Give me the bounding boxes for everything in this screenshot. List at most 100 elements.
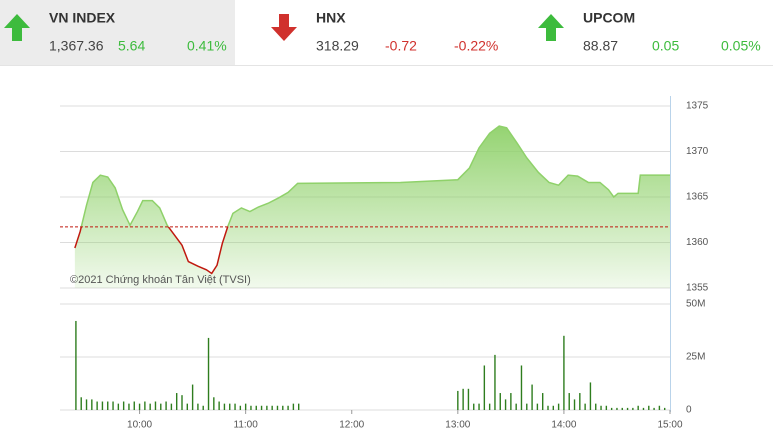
volume-bar xyxy=(91,399,93,410)
index-change: 5.64 xyxy=(118,38,145,54)
volume-bar xyxy=(510,393,512,410)
volume-bar xyxy=(626,407,629,410)
volume-bar xyxy=(483,365,486,410)
volume-bar xyxy=(144,401,146,410)
volume-bar xyxy=(85,399,88,410)
volume-bar xyxy=(165,401,167,410)
y-tick-label: 1365 xyxy=(686,192,709,203)
volume-bar xyxy=(457,390,459,410)
volume-bar xyxy=(202,405,204,410)
volume-bar xyxy=(653,407,655,410)
y-tick-label: 0 xyxy=(686,405,692,416)
volume-bar xyxy=(244,403,247,410)
index-value: 1,367.36 xyxy=(49,38,104,54)
direction-arrow xyxy=(4,14,30,41)
volume-bar xyxy=(266,405,268,410)
x-tick-label: 12:00 xyxy=(339,420,364,431)
volume-bar xyxy=(223,403,226,410)
volume-bar xyxy=(536,403,539,410)
y-tick-label: 1360 xyxy=(686,237,709,248)
volume-bar xyxy=(541,393,544,410)
volume-bar xyxy=(648,405,650,410)
volume-bar xyxy=(499,393,501,410)
volume-bar xyxy=(117,403,120,410)
volume-bar xyxy=(218,401,220,410)
x-tick-label: 13:00 xyxy=(445,420,470,431)
volume-bar xyxy=(478,403,480,410)
x-tick-label: 15:00 xyxy=(657,420,682,431)
index-change: 0.05 xyxy=(652,38,679,54)
volume-bar xyxy=(160,403,162,410)
volume-bar xyxy=(282,405,284,410)
volume-bar xyxy=(462,388,464,410)
volume-bar xyxy=(520,365,523,410)
index-change: -0.72 xyxy=(385,38,417,54)
direction-arrow xyxy=(271,14,297,41)
volume-bar xyxy=(175,393,178,410)
volume-bar xyxy=(287,405,289,410)
y-tick-label: 1375 xyxy=(686,101,709,112)
volume-bar xyxy=(213,397,215,410)
volume-bar xyxy=(75,320,77,410)
volume-bar xyxy=(589,382,592,410)
volume-bar xyxy=(101,401,104,410)
volume-bar xyxy=(239,405,242,410)
x-tick-label: 11:00 xyxy=(234,420,259,431)
price-line xyxy=(80,125,670,227)
volume-bar xyxy=(531,384,533,410)
volume-bar xyxy=(552,405,555,410)
direction-arrow xyxy=(538,14,564,41)
price-area xyxy=(74,126,670,289)
index-value: 318.29 xyxy=(316,38,359,54)
index-percent: -0.22% xyxy=(454,38,498,54)
volume-bar xyxy=(595,403,597,410)
volume-bar xyxy=(112,401,114,410)
volume-bar xyxy=(96,401,98,410)
volume-bar xyxy=(494,354,496,410)
volume-bar xyxy=(276,405,279,410)
volume-bar xyxy=(207,337,210,410)
volume-bar xyxy=(197,403,199,410)
volume-bar xyxy=(526,403,528,410)
volume-bar xyxy=(467,388,470,410)
volume-bar xyxy=(250,405,252,410)
index-name: VN INDEX xyxy=(49,10,116,26)
volume-bar xyxy=(632,407,634,410)
volume-bar xyxy=(568,393,570,410)
volume-bar xyxy=(154,401,157,410)
volume-bar xyxy=(186,403,189,410)
volume-bar xyxy=(515,403,517,410)
volume-bar xyxy=(234,403,236,410)
volume-bar xyxy=(128,403,130,410)
selected-tile xyxy=(0,0,235,65)
volume-bar xyxy=(610,407,613,410)
volume-bar xyxy=(191,384,194,410)
volume-bar xyxy=(600,405,602,410)
volume-bar xyxy=(658,405,661,410)
volume-bar xyxy=(584,403,586,410)
index-percent: 0.41% xyxy=(187,38,227,54)
volume-bar xyxy=(563,335,565,410)
volume-bar xyxy=(138,403,141,410)
volume-bar xyxy=(255,405,257,410)
volume-bar xyxy=(605,405,608,410)
volume-bar xyxy=(663,407,666,410)
volume-bar xyxy=(149,403,151,410)
volume-bar xyxy=(170,403,173,410)
volume-bar xyxy=(107,401,109,410)
volume-bar xyxy=(80,397,82,410)
y-tick-label: 1355 xyxy=(686,283,709,294)
volume-bar xyxy=(122,401,125,410)
volume-bar xyxy=(473,403,475,410)
volume-bar xyxy=(271,405,273,410)
index-name: UPCOM xyxy=(583,10,635,26)
volume-bar xyxy=(292,403,295,410)
volume-bar xyxy=(260,405,263,410)
volume-bar xyxy=(547,405,549,410)
volume-bar xyxy=(488,403,491,410)
x-tick-label: 10:00 xyxy=(127,420,152,431)
volume-bar xyxy=(637,405,639,410)
volume-bar xyxy=(642,407,645,410)
